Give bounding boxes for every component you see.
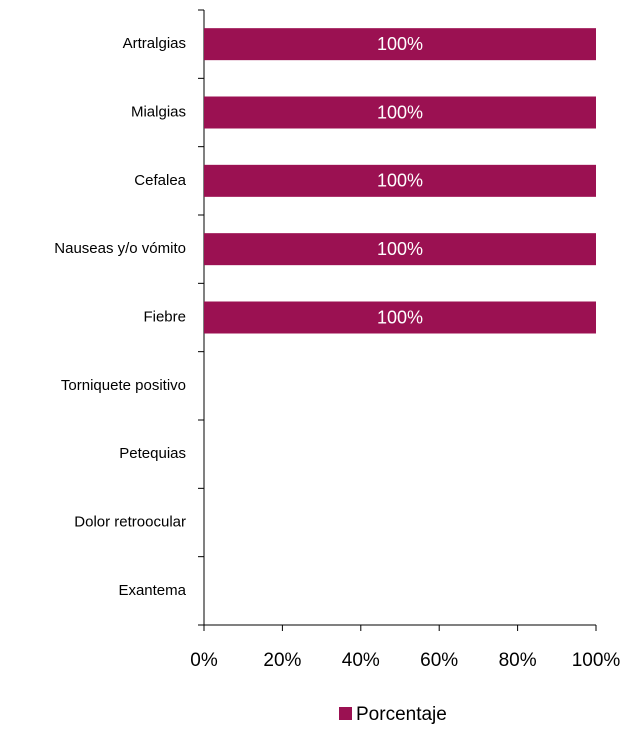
y-tick-label: Mialgias <box>131 103 186 120</box>
x-tick-label: 60% <box>420 650 458 671</box>
legend-swatch <box>339 707 352 720</box>
y-tick-label: Fiebre <box>143 308 186 325</box>
y-tick-label: Torniquete positivo <box>61 377 186 394</box>
value-label: 100% <box>377 171 423 191</box>
value-label: 100% <box>377 239 423 259</box>
bar <box>204 96 596 129</box>
y-tick-label: Petequias <box>119 445 186 462</box>
value-label: 100% <box>377 307 423 327</box>
bar <box>204 28 596 61</box>
y-tick-label: Nauseas y/o vómito <box>54 240 186 257</box>
bar <box>204 233 596 266</box>
x-tick-label: 40% <box>342 650 380 671</box>
bar <box>204 164 596 197</box>
value-label: 100% <box>377 102 423 122</box>
y-tick-label: Artralgias <box>123 35 186 52</box>
value-label: 100% <box>377 34 423 54</box>
x-tick-label: 80% <box>499 650 537 671</box>
x-tick-label: 0% <box>190 650 218 671</box>
legend-label: Porcentaje <box>356 704 447 725</box>
bar <box>204 301 596 334</box>
y-tick-label: Exantema <box>118 582 186 599</box>
x-tick-label: 100% <box>572 650 621 671</box>
x-tick-label: 20% <box>263 650 301 671</box>
y-tick-label: Dolor retroocular <box>74 513 186 530</box>
y-tick-label: Cefalea <box>134 172 186 189</box>
